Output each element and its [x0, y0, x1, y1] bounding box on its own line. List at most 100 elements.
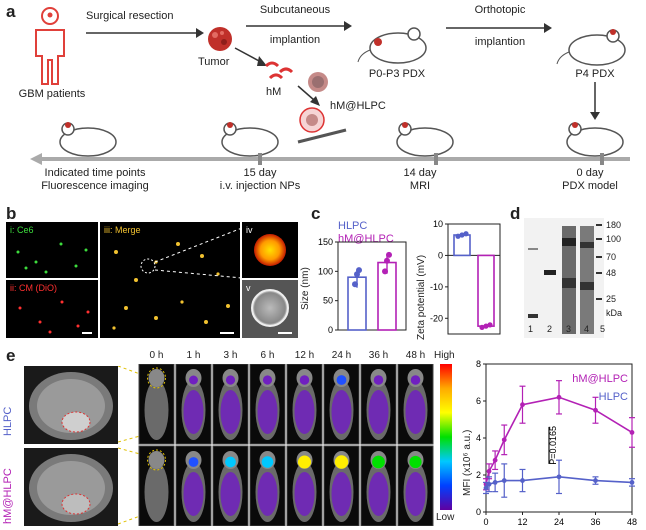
- time-label: 36 h: [368, 350, 389, 361]
- arrow-down-icon: [590, 82, 600, 120]
- mouse-icon: [556, 29, 626, 66]
- zeta-bar: [477, 254, 495, 327]
- time-label: 24 h: [331, 350, 352, 361]
- mouse-head: [148, 451, 165, 469]
- b-sub-iii: iii: Merge: [104, 225, 141, 235]
- mfi-point: [556, 394, 562, 400]
- panel-d-label: d: [510, 204, 521, 223]
- marker-100: 100: [606, 234, 622, 244]
- arrow-right-icon: [446, 23, 552, 33]
- mfi-x-tick-label: 36: [590, 517, 600, 527]
- mfi-point: [486, 481, 492, 487]
- marker-70: 70: [606, 252, 617, 262]
- brain-signal: [262, 375, 273, 385]
- mouse-body: [144, 462, 169, 522]
- roi-outline: [147, 449, 166, 471]
- zeta-point: [483, 323, 489, 329]
- lane-1: 1: [528, 324, 534, 334]
- roi-outline: [147, 367, 166, 389]
- mouse-icon: [59, 122, 117, 157]
- arrow-right-icon: [86, 28, 204, 38]
- body-signal: [331, 472, 352, 516]
- timeline-label-0-2: Fluorescence imaging: [41, 180, 149, 192]
- mfi-point: [486, 468, 492, 474]
- patient-icon: [35, 7, 65, 85]
- mouse-icon: [566, 122, 624, 157]
- mfi-point: [501, 437, 507, 443]
- ortho-label-1: Orthotopic: [474, 4, 526, 16]
- mouse-body: [144, 380, 169, 440]
- size-point: [352, 281, 358, 288]
- marker-48: 48: [606, 268, 617, 278]
- timeline-arrow: [30, 153, 630, 165]
- body-signal: [368, 472, 389, 516]
- time-label: 6 h: [260, 350, 275, 361]
- mfi-x-tick-label: 12: [517, 517, 527, 527]
- mfi-point: [520, 478, 525, 483]
- mfi-x-tick-label: 48: [627, 517, 637, 527]
- colorbar-low: Low: [436, 512, 455, 523]
- mfi-point: [483, 485, 489, 491]
- time-label: 3 h: [223, 350, 238, 361]
- mfi-point: [629, 430, 635, 435]
- western-blot: [524, 218, 604, 338]
- mfi-y-tick-label: 8: [476, 359, 481, 369]
- body-signal: [405, 390, 426, 434]
- time-label: 12 h: [294, 350, 315, 361]
- size-tick-label: 50: [323, 296, 333, 306]
- size-tick-label: 150: [318, 237, 333, 247]
- arrow-down-right-icon: [297, 85, 320, 106]
- brain-signal: [188, 457, 199, 467]
- zeta-point: [487, 322, 493, 328]
- mfi-x-tick-label: 0: [483, 517, 488, 527]
- panel-a-label: a: [6, 2, 16, 21]
- size-tick-label: 100: [318, 266, 333, 276]
- size-point: [382, 268, 388, 275]
- marker-25: 25: [606, 294, 617, 304]
- brain-signal: [336, 375, 347, 385]
- mri-images: [24, 366, 118, 526]
- brain-signal: [189, 375, 198, 385]
- body-signal: [331, 390, 352, 434]
- mfi-point: [492, 480, 498, 485]
- p0p3-label: P0-P3 PDX: [368, 68, 426, 80]
- hm-label: hM: [266, 86, 282, 98]
- b-sub-v: v: [246, 283, 251, 293]
- body-signal: [257, 472, 278, 516]
- zeta-tick-label: -10: [430, 282, 443, 292]
- brain-signal: [334, 455, 349, 469]
- kda-unit: kDa: [606, 308, 623, 318]
- lane-4: 4: [584, 324, 590, 334]
- patients-label: GBM patients: [18, 88, 86, 100]
- timeline-label-1-1: 15 day: [243, 167, 277, 179]
- body-signal: [220, 390, 241, 434]
- mfi-point: [629, 480, 635, 485]
- lane-2: 2: [547, 324, 553, 334]
- body-signal: [220, 472, 241, 516]
- timeline-label-0-1: Indicated time points: [44, 167, 146, 179]
- size-point: [356, 267, 362, 274]
- mouse-icon: [357, 27, 427, 64]
- zeta-point: [463, 231, 469, 237]
- size-point: [384, 257, 390, 264]
- brain-signal: [372, 455, 385, 469]
- timeline-label-2-2: MRI: [409, 180, 431, 192]
- panel-e-label: e: [6, 346, 16, 365]
- colorbar-high: High: [434, 350, 455, 361]
- mfi-point: [593, 407, 598, 413]
- body-signal: [294, 390, 315, 434]
- mouse-icon: [396, 122, 454, 157]
- brain-signal: [373, 375, 384, 385]
- brain-signal: [409, 455, 422, 469]
- mfi-point: [492, 457, 498, 463]
- size-chart: 0 50 100 150: [318, 237, 407, 335]
- hm-hlpc-label: hM@HLPC: [330, 100, 386, 112]
- brain-signal: [297, 455, 312, 469]
- zeta-tick-label: 10: [433, 219, 443, 229]
- mfi-y-tick-label: 4: [476, 433, 481, 443]
- brain-signal: [261, 456, 274, 468]
- mfi-point: [556, 474, 562, 480]
- body-signal: [183, 472, 204, 516]
- zeta-point: [459, 232, 465, 238]
